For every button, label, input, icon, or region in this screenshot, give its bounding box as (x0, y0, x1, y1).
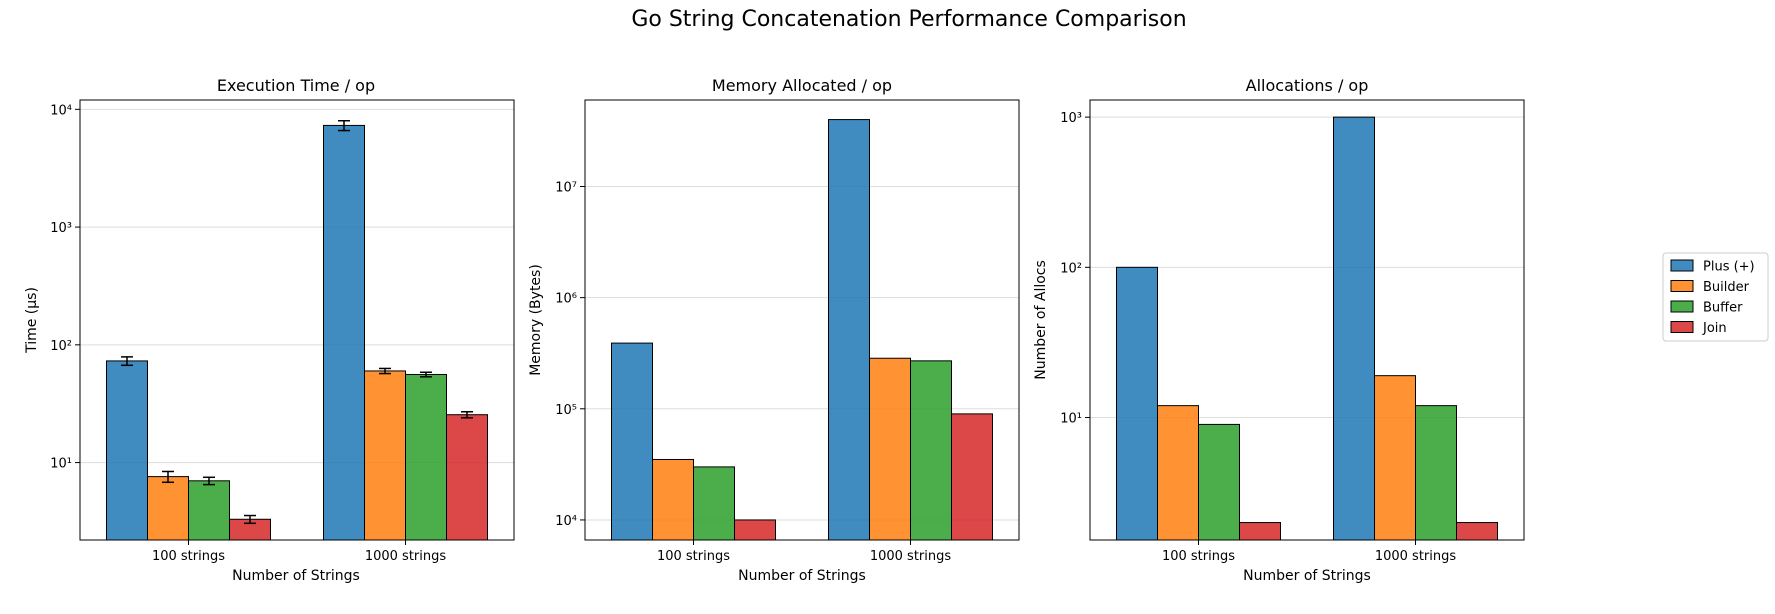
bar (828, 119, 870, 541)
chart-memory-allocated: Memory Allocated / op Number of Strings … (528, 76, 1020, 584)
bar (1239, 522, 1281, 541)
x-tick-label: 1000 strings (870, 549, 952, 564)
chart-title: Allocations / op (1246, 76, 1369, 95)
y-axis-label: Memory (Bytes) (528, 264, 544, 376)
y-tick-label: 10⁴ (555, 514, 577, 529)
legend-label: Buffer (1703, 301, 1743, 316)
bar (611, 342, 653, 541)
y-tick-label: 10³ (50, 221, 72, 236)
bar (1116, 266, 1158, 541)
y-axis-label: Number of Allocs (1033, 260, 1049, 380)
axes-frame (79, 99, 515, 541)
y-tick-label: 10¹ (50, 457, 72, 472)
x-tick-label: 1000 strings (365, 549, 447, 564)
y-tick-label: 10¹ (1060, 412, 1082, 427)
legend-swatch (1670, 300, 1694, 313)
legend: Plus (+) Builder Buffer Join (1662, 252, 1769, 342)
bar (1374, 375, 1416, 541)
bar (1198, 423, 1240, 541)
bar (405, 373, 447, 541)
figure-title: Go String Concatenation Performance Comp… (631, 7, 1186, 32)
y-axis-label: Time (µs) (24, 287, 40, 354)
legend-label: Join (1702, 321, 1727, 336)
bar (1157, 405, 1199, 541)
x-tick-label: 100 strings (152, 549, 225, 564)
x-axis-label: Number of Strings (738, 568, 866, 584)
legend-label: Plus (+) (1703, 260, 1755, 275)
bar (910, 360, 952, 541)
x-axis-label: Number of Strings (1243, 568, 1371, 584)
y-tick-label: 10⁴ (50, 103, 72, 118)
x-tick-label: 1000 strings (1375, 549, 1457, 564)
bar (1456, 522, 1498, 541)
chart-title: Execution Time / op (217, 76, 375, 95)
x-tick-label: 100 strings (1162, 549, 1235, 564)
x-tick-label: 100 strings (657, 549, 730, 564)
axes-frame (584, 99, 1020, 541)
y-tick-label: 10⁷ (555, 180, 577, 195)
x-axis-label: Number of Strings (232, 568, 360, 584)
bar (652, 458, 694, 541)
y-tick-label: 10³ (1060, 111, 1082, 126)
bar (1415, 405, 1457, 541)
chart-allocations: Allocations / op Number of Strings Numbe… (1033, 76, 1525, 584)
bar (147, 476, 189, 541)
bar (1333, 116, 1375, 541)
bar (446, 414, 488, 541)
bar (869, 357, 911, 541)
y-tick-label: 10⁶ (555, 292, 577, 307)
axes-frame (1089, 99, 1525, 541)
y-tick-label: 10⁵ (555, 403, 577, 418)
bar (951, 413, 993, 541)
chart-execution-time: Execution Time / op Number of Strings Ti… (24, 76, 515, 584)
chart-title: Memory Allocated / op (712, 76, 892, 95)
y-tick-label: 10² (50, 339, 72, 354)
bar (693, 466, 735, 541)
legend-swatch (1670, 280, 1694, 292)
legend-label: Builder (1703, 280, 1750, 295)
bar (188, 480, 230, 541)
bar (323, 124, 365, 541)
legend-frame (1662, 252, 1769, 342)
bar (364, 370, 406, 541)
bar (734, 519, 776, 541)
y-tick-label: 10² (1060, 261, 1082, 276)
legend-swatch (1670, 259, 1694, 272)
legend-swatch (1670, 321, 1694, 333)
bar (106, 360, 148, 541)
